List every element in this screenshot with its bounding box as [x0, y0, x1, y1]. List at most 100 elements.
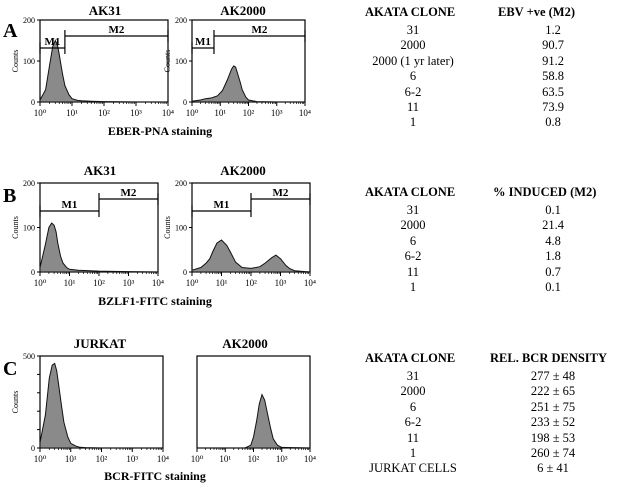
table-row: 2000 90.7: [348, 38, 634, 53]
table-cell-value: 251 ± 75: [530, 399, 576, 414]
table-cell-clone: 1: [409, 280, 417, 294]
hist-title: AK2000: [220, 3, 266, 18]
histogram: 10⁰ 10¹ 10² 10³ 10⁴ 0 100 200 Counts M1 M2: [11, 16, 174, 118]
x-tick-label: 10⁰: [186, 108, 199, 118]
table-cell-clone: 2000: [400, 384, 426, 399]
table-cell-value: 1.8: [545, 249, 561, 264]
table-cell-clone: 11: [406, 264, 420, 279]
y-tick-label: 0: [31, 98, 35, 107]
y-tick-label: 200: [23, 179, 35, 188]
table-cell-clone: 6: [409, 233, 417, 248]
table-cell-clone: 6-2: [404, 415, 422, 430]
table-cell-value: 1.2: [545, 23, 561, 37]
stain-label: BZLF1-FITC staining: [98, 294, 212, 308]
table-row: 6-2 233 ± 52: [348, 415, 634, 430]
data-table: AKATA CLONE EBV +ve (M2) 31 1.2 2000 90.7 20…: [348, 5, 634, 150]
x-tick-label: 10²: [243, 108, 255, 118]
table-cell-value: 0.1: [545, 280, 561, 294]
x-tick-label: 10²: [96, 454, 108, 464]
table-row: 2000 222 ± 65: [348, 384, 634, 399]
hist-title: AK31: [88, 3, 122, 18]
y-tick-label: 100: [23, 57, 35, 66]
y-tick-label: 100: [175, 57, 187, 66]
table-cell-value: 0.1: [545, 203, 561, 217]
data-table: AKATA CLONE REL. BCR DENSITY 31 277 ± 48 2…: [348, 351, 634, 486]
histogram: 10⁰ 10¹ 10² 10³ 10⁴ 0 100 200 Counts M1 M2: [11, 179, 164, 288]
histogram-area: [191, 65, 305, 103]
table-header: REL. BCR DENSITY: [490, 351, 608, 365]
table-row: 6-2 1.8: [348, 249, 634, 264]
histogram-area: [191, 239, 311, 273]
x-tick-label: 10⁰: [191, 454, 204, 464]
x-tick-label: 10⁰: [34, 108, 47, 118]
data-table: AKATA CLONE % INDUCED (M2) 31 0.1 2000 21.4…: [348, 185, 634, 305]
table-cell-clone: 11: [406, 430, 420, 445]
histogram-area: [39, 362, 163, 449]
table-cell-value: 260 ± 74: [530, 446, 576, 460]
panel-letter: A: [3, 20, 18, 42]
panel-letter: B: [3, 185, 17, 207]
table-cell-clone: 31: [406, 203, 420, 217]
y-tick-label: 200: [23, 16, 35, 25]
y-tick-label: 0: [183, 268, 187, 277]
hist-title: AK2000: [220, 163, 266, 178]
table-row: 1 260 ± 74: [348, 446, 634, 461]
histogram-area: [39, 39, 168, 103]
table-row: 1 0.1: [348, 280, 634, 295]
y-tick-label: 500: [23, 352, 35, 361]
x-tick-label: 10¹: [219, 454, 231, 464]
stain-label: EBER-PNA staining: [107, 124, 213, 138]
table-row: 1 0.8: [348, 115, 634, 130]
plot-frame: [196, 355, 311, 449]
table-cell-value: 63.5: [542, 84, 564, 99]
table-cell-value: 198 ± 53: [530, 430, 576, 445]
table-cell-value: 91.2: [542, 53, 564, 68]
table-row: 6-2 63.5: [348, 85, 634, 100]
table-row: 11 73.9: [348, 100, 634, 115]
table-row: 11 0.7: [348, 265, 634, 280]
table-cell-clone: 2000: [400, 218, 426, 233]
table-cell-clone: 2000 (1 yr later): [372, 53, 454, 68]
table-row: 6 4.8: [348, 234, 634, 249]
table-cell-value: 21.4: [542, 218, 564, 233]
gate-marker: M1: [39, 36, 66, 54]
gate-label: M2: [252, 24, 268, 36]
x-tick-label: 10³: [130, 108, 142, 118]
gate-label: M1: [195, 36, 211, 48]
gate-marker: M2: [250, 187, 311, 205]
table-cell-clone: 1: [409, 115, 417, 130]
y-axis-label: Counts: [11, 216, 20, 239]
table-row: 11 198 ± 53: [348, 431, 634, 446]
panel-letter: C: [3, 358, 18, 380]
gate-marker: M1: [39, 199, 100, 217]
y-tick-label: 0: [183, 98, 187, 107]
table-cell-clone: 2000: [400, 38, 426, 53]
table-header: EBV +ve (M2): [498, 5, 576, 19]
table-cell-clone: 6: [409, 399, 417, 414]
plot-frame: [191, 19, 306, 103]
y-tick-label: 200: [175, 16, 187, 25]
table-row: 2000 (1 yr later) 91.2: [348, 54, 634, 69]
gate-label: M2: [109, 24, 125, 36]
panel-c: C JURKAT AK2000 10⁰ 10¹ 10² 10³ 10⁴ 0 500 Count…: [0, 336, 634, 490]
histogram: 10⁰ 10¹ 10² 10³ 10⁴ 0 100 200 Counts M1 M2: [163, 16, 311, 118]
x-tick-label: 10²: [93, 278, 105, 288]
gate-label: M2: [121, 187, 137, 199]
table-header: AKATA CLONE: [365, 185, 456, 199]
table-cell-value: 222 ± 65: [530, 384, 576, 399]
table-cell-clone: 6-2: [404, 249, 422, 264]
x-tick-label: 10⁴: [299, 108, 311, 118]
table-row: JURKAT CELLS 6 ± 41: [348, 461, 634, 476]
y-axis-label: Counts: [11, 391, 20, 414]
table-header: AKATA CLONE: [365, 351, 456, 365]
x-tick-label: 10²: [248, 454, 260, 464]
x-tick-label: 10¹: [64, 278, 76, 288]
x-tick-label: 10⁰: [186, 278, 199, 288]
x-tick-label: 10¹: [214, 108, 226, 118]
gate-label: M1: [62, 199, 78, 211]
x-tick-label: 10³: [276, 454, 288, 464]
gate-label: M2: [273, 187, 289, 199]
histogram: 10⁰ 10¹ 10² 10³ 10⁴: [191, 355, 316, 464]
x-tick-label: 10³: [275, 278, 287, 288]
x-tick-label: 10⁴: [304, 278, 316, 288]
